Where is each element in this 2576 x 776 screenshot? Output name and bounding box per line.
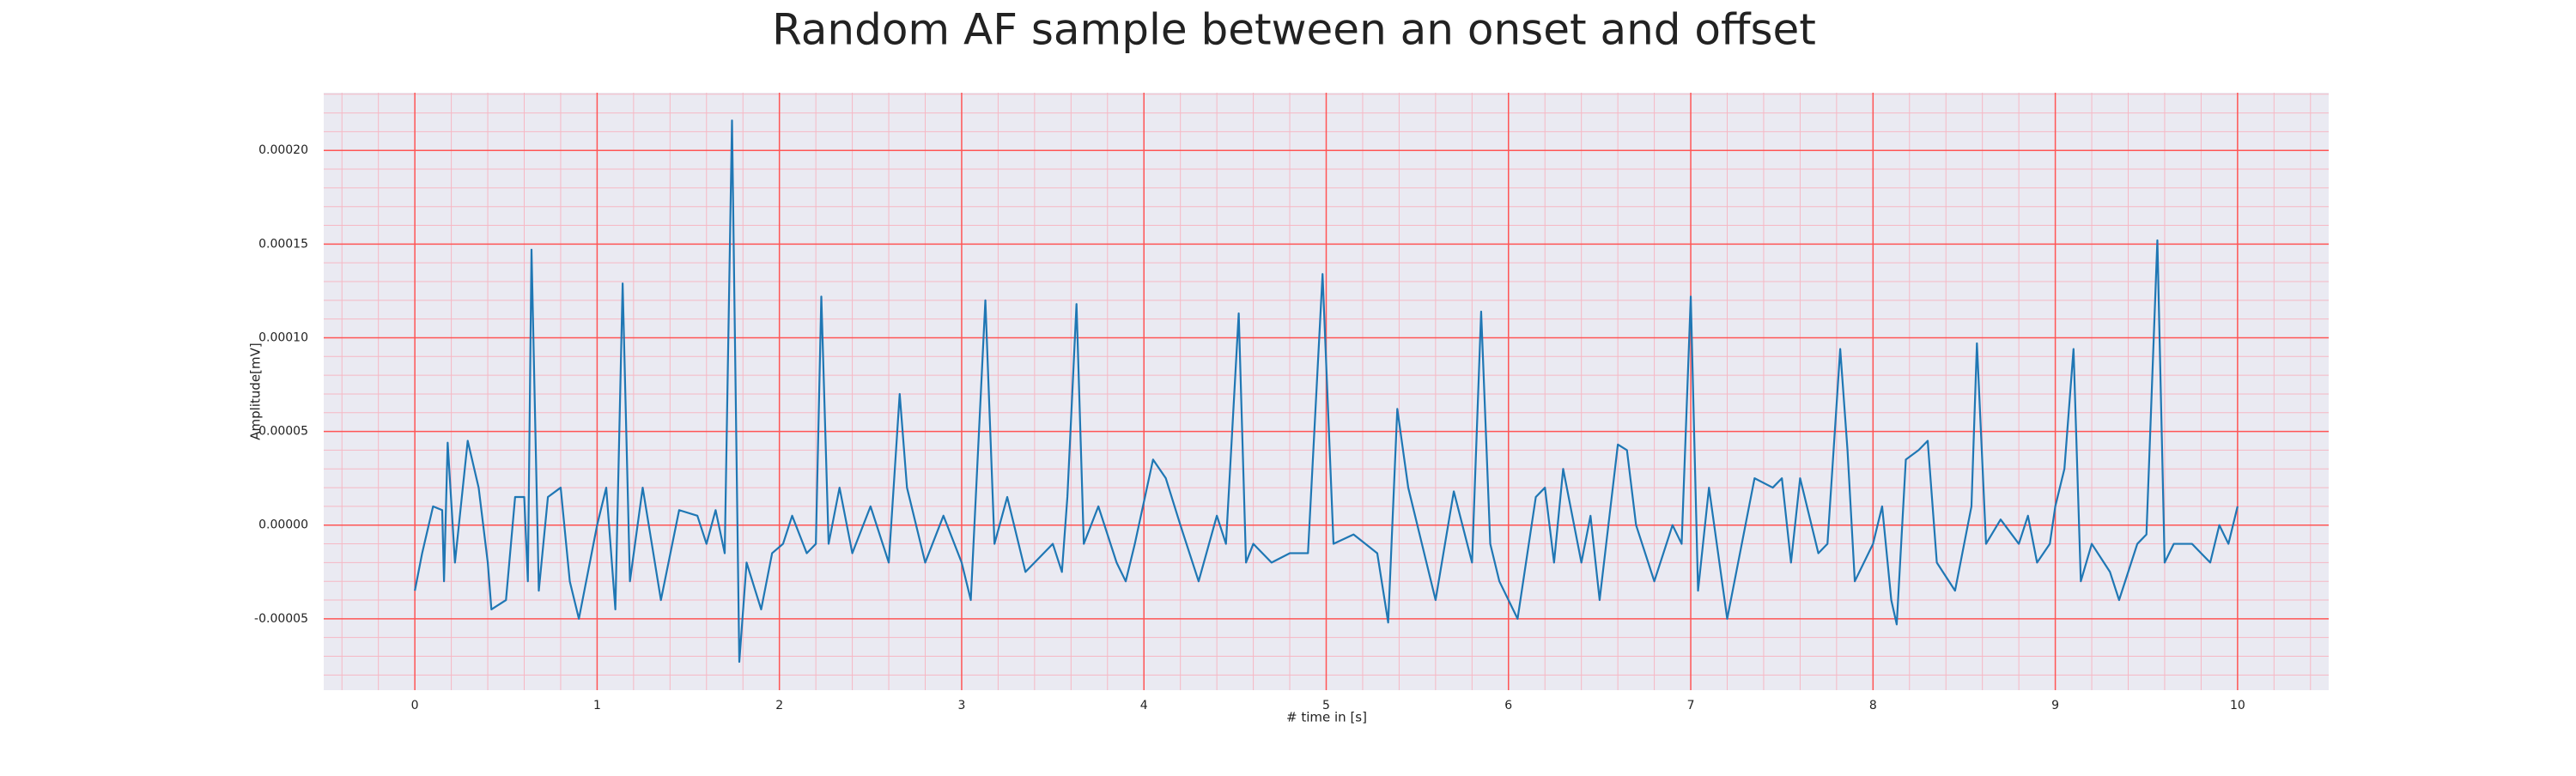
y-axis-label: Amplitude[mV] [248,343,264,440]
y-tick-label: 0.00010 [258,330,308,344]
x-tick-label: 5 [1322,699,1330,712]
x-tick-label: 6 [1504,699,1512,712]
x-tick-label: 7 [1687,699,1695,712]
x-tick-label: 9 [2051,699,2059,712]
y-tick-label: -0.00005 [254,612,308,626]
x-tick-label: 10 [2230,699,2245,712]
y-tick-label: 0.00000 [258,518,308,532]
x-tick-label: 2 [775,699,783,712]
chart-title: Random AF sample between an onset and of… [772,5,1816,55]
x-tick-label: 8 [1869,699,1877,712]
x-axis-label: # time in [s] [1286,710,1367,725]
y-tick-label: 0.00020 [258,143,308,157]
signal-line [414,119,2239,664]
x-tick-label: 4 [1140,699,1148,712]
y-tick-label: 0.00005 [258,425,308,439]
x-tick-label: 0 [411,699,419,712]
x-tick-label: 1 [593,699,601,712]
y-tick-label: 0.00015 [258,237,308,251]
x-tick-label: 3 [957,699,965,712]
